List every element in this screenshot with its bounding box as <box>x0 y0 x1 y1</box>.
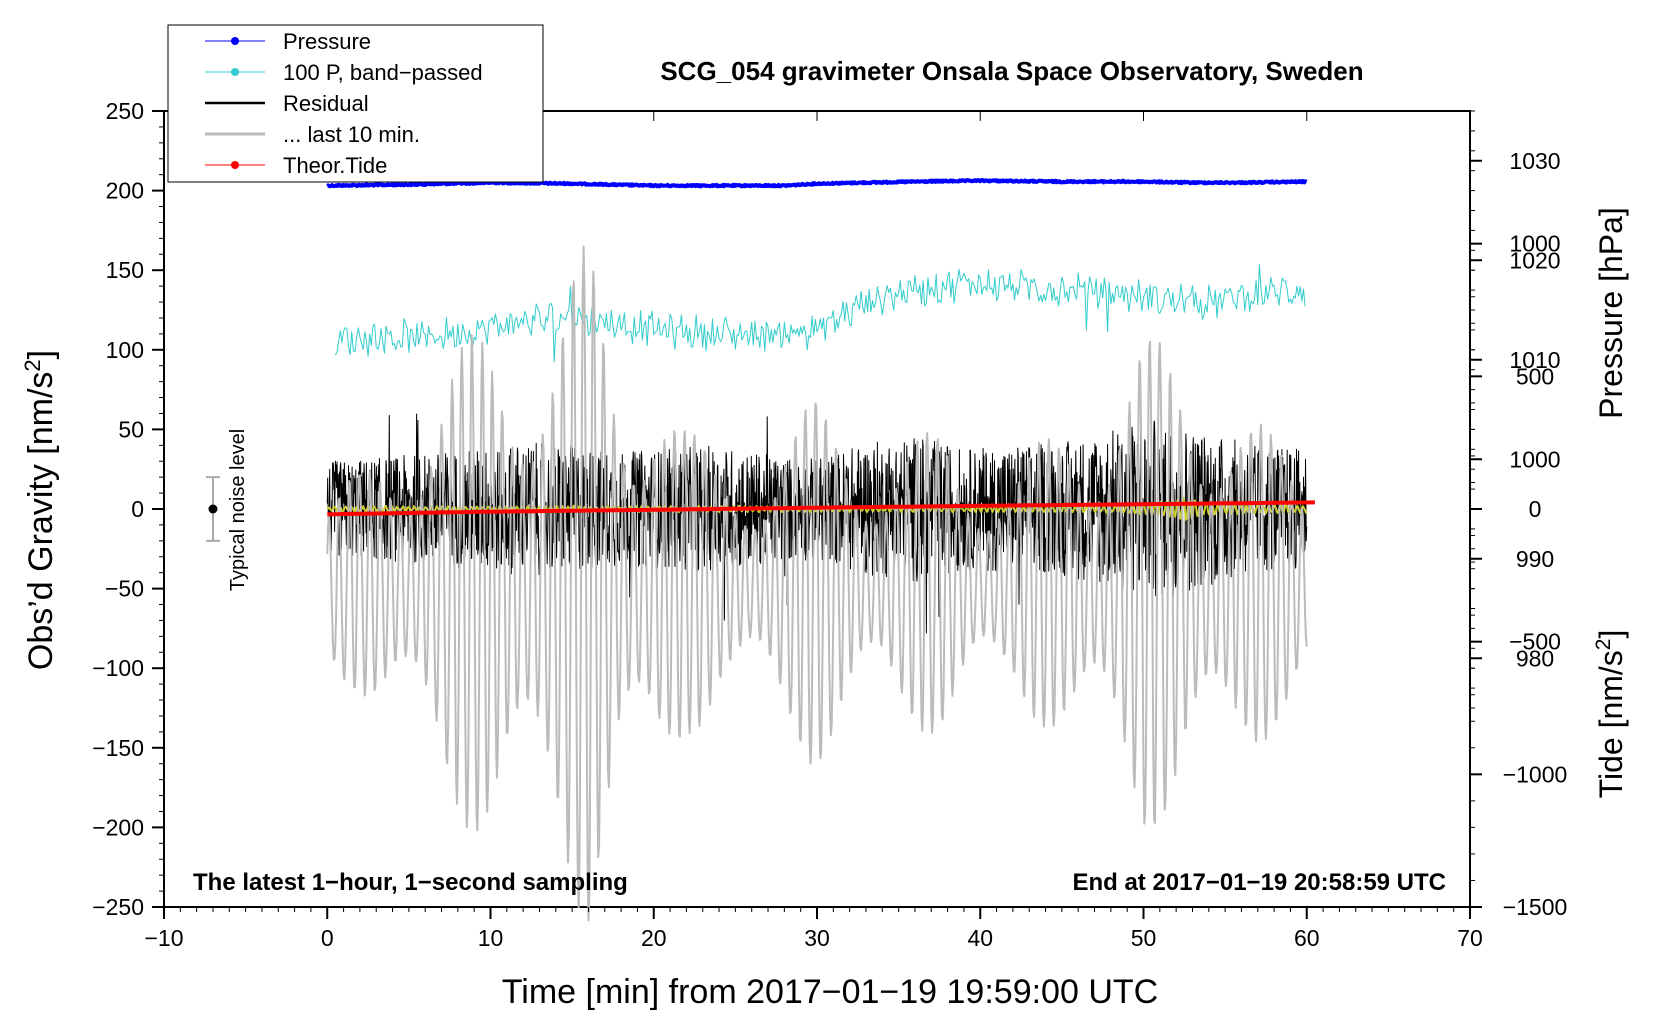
series-pressure <box>326 178 1308 189</box>
noise-bar-center-dot <box>208 504 218 514</box>
y-tick-label-tide: −500 <box>1509 629 1561 655</box>
y-tick-label-left: 100 <box>106 337 144 363</box>
x-tick-label: 40 <box>967 925 993 951</box>
y-tick-label-left: −200 <box>92 814 144 840</box>
y-tick-label-left: 0 <box>131 496 144 522</box>
y-tick-label-left: −100 <box>92 655 144 681</box>
y-tick-label-left: −150 <box>92 735 144 761</box>
y-tick-label-pressure: 1000 <box>1509 446 1560 472</box>
y-tick-label-left: −50 <box>105 576 144 602</box>
x-tick-label: 10 <box>478 925 504 951</box>
x-tick-label: −10 <box>144 925 183 951</box>
y-tick-label-pressure: 990 <box>1516 546 1554 572</box>
y-tick-label-tide: 1000 <box>1509 231 1560 257</box>
y-tick-label-pressure: 1010 <box>1509 347 1560 373</box>
x-axis-label: Time [min] from 2017−01−19 19:59:00 UTC <box>502 973 1158 1011</box>
y-tick-label-pressure: 1020 <box>1509 247 1560 273</box>
y-axis-label-pressure: Pressure [hPa] <box>1593 207 1629 419</box>
series-last-10-min <box>326 245 1308 922</box>
legend-label: 100 P, band−passed <box>283 60 483 85</box>
y-tick-label-left: 200 <box>106 178 144 204</box>
annotation-end-time: End at 2017−01−19 20:58:59 UTC <box>1072 869 1446 896</box>
series-theor-tide <box>327 500 1315 517</box>
legend-label: ... last 10 min. <box>283 122 420 147</box>
y-axis-label-left: Obs’d Gravity [nm/s2] <box>20 350 60 670</box>
y-tick-label-left: 50 <box>118 416 144 442</box>
y-tick-label-pressure: 1030 <box>1509 148 1560 174</box>
axes-layer: −10 0 10 20 30 40 50 60 70−250−200−150−100−50050… <box>92 98 1567 951</box>
legend-label: Pressure <box>283 29 371 54</box>
y-tick-label-pressure: 980 <box>1516 645 1554 671</box>
x-tick-label: 20 <box>641 925 667 951</box>
x-tick-label: 50 <box>1131 925 1157 951</box>
noise-level-label: Typical noise level <box>227 429 249 591</box>
legend-label: Theor.Tide <box>283 153 387 178</box>
y-tick-label-left: −250 <box>92 894 144 920</box>
x-tick-label: 70 <box>1457 925 1483 951</box>
legend-marker <box>231 68 239 76</box>
legend-marker <box>231 37 239 45</box>
y-tick-label-tide: −1500 <box>1503 894 1568 920</box>
y-tick-label-left: 250 <box>106 98 144 124</box>
annotation-latest-hour: The latest 1−hour, 1−second sampling <box>193 869 628 896</box>
legend-label: Residual <box>283 91 369 116</box>
legend: Pressure 100 P, band−passed Residual ... la… <box>167 24 544 183</box>
legend-marker <box>231 161 239 169</box>
x-tick-label: 0 <box>321 925 334 951</box>
x-tick-label: 60 <box>1294 925 1320 951</box>
y-tick-label-left: 150 <box>106 257 144 283</box>
x-tick-label: 30 <box>804 925 830 951</box>
y-tick-label-tide: 0 <box>1529 496 1542 522</box>
y-tick-label-tide: −1000 <box>1503 761 1568 787</box>
chart-title: SCG_054 gravimeter Onsala Space Observat… <box>660 56 1363 86</box>
y-axis-label-tide: Tide [nm/s2] <box>1592 630 1629 799</box>
series-pressure-bandpassed <box>334 264 1306 363</box>
series-layer <box>205 178 1315 922</box>
y-tick-label-tide: 500 <box>1516 363 1554 389</box>
